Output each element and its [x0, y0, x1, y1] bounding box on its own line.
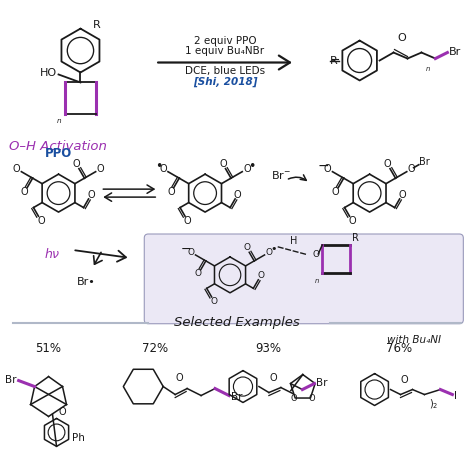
Text: 1 equiv Bu₄NBr: 1 equiv Bu₄NBr — [185, 45, 264, 56]
Text: O: O — [159, 164, 167, 174]
Text: O: O — [188, 248, 195, 257]
Text: $_n$: $_n$ — [56, 117, 63, 126]
Text: O: O — [97, 164, 104, 174]
Text: PPO: PPO — [45, 147, 72, 160]
Text: Br•: Br• — [77, 277, 96, 287]
Text: 93%: 93% — [255, 342, 281, 355]
Text: Ph: Ph — [73, 433, 85, 443]
Text: O: O — [210, 297, 218, 306]
Text: O: O — [219, 159, 227, 169]
Text: O: O — [308, 394, 315, 402]
Text: O: O — [408, 164, 415, 174]
Text: $_n$: $_n$ — [426, 64, 431, 73]
Text: Br: Br — [5, 374, 17, 385]
Text: O: O — [184, 216, 191, 226]
Text: •: • — [271, 244, 277, 255]
Text: [Shi, 2018]: [Shi, 2018] — [193, 76, 257, 87]
Text: O: O — [312, 250, 319, 259]
Text: 72%: 72% — [142, 342, 168, 355]
Text: HO: HO — [39, 68, 56, 79]
Text: $_n$: $_n$ — [314, 276, 320, 286]
Text: O: O — [37, 216, 45, 226]
Text: O: O — [384, 159, 392, 169]
Text: O: O — [324, 164, 331, 174]
Text: Selected Examples: Selected Examples — [174, 316, 300, 329]
Text: $)_2$: $)_2$ — [429, 397, 439, 411]
Text: O: O — [269, 373, 277, 382]
Text: •: • — [155, 160, 162, 173]
Text: 76%: 76% — [386, 342, 412, 355]
Text: with Bu₄NI: with Bu₄NI — [387, 335, 441, 344]
Text: O: O — [175, 373, 183, 382]
Text: O: O — [195, 270, 202, 278]
Text: O: O — [21, 187, 28, 197]
Text: DCE, blue LEDs: DCE, blue LEDs — [185, 66, 265, 76]
Text: O: O — [398, 190, 406, 200]
Text: Br: Br — [317, 378, 328, 388]
Text: O: O — [167, 187, 175, 197]
Text: R: R — [352, 233, 359, 243]
Text: Br: Br — [231, 392, 243, 402]
Text: Br$^{-}$: Br$^{-}$ — [271, 169, 291, 181]
Text: R: R — [92, 20, 100, 29]
FancyBboxPatch shape — [144, 234, 463, 324]
Text: I: I — [455, 390, 457, 401]
Text: H: H — [290, 236, 297, 246]
Text: O: O — [243, 164, 251, 174]
Text: O: O — [13, 164, 20, 174]
Text: O: O — [265, 248, 273, 257]
Text: O: O — [257, 271, 264, 280]
Text: O: O — [73, 159, 80, 169]
Text: O: O — [397, 33, 406, 43]
Text: O: O — [401, 374, 408, 385]
Text: O: O — [332, 187, 339, 197]
Text: R: R — [330, 56, 337, 66]
Text: 2 equiv PPO: 2 equiv PPO — [194, 36, 256, 45]
Text: •: • — [248, 160, 255, 173]
Text: O: O — [59, 408, 66, 417]
Text: O: O — [291, 394, 298, 402]
Text: O–H Activation: O–H Activation — [9, 140, 107, 154]
Text: 51%: 51% — [36, 342, 62, 355]
Text: O: O — [234, 190, 241, 200]
Text: O: O — [348, 216, 356, 226]
Text: Br: Br — [448, 46, 461, 57]
Text: $h\nu$: $h\nu$ — [44, 247, 61, 261]
Text: −: − — [181, 243, 191, 256]
Text: Br: Br — [419, 157, 429, 167]
Text: O: O — [243, 243, 250, 252]
Text: O: O — [87, 190, 95, 200]
Text: −: − — [317, 159, 329, 173]
